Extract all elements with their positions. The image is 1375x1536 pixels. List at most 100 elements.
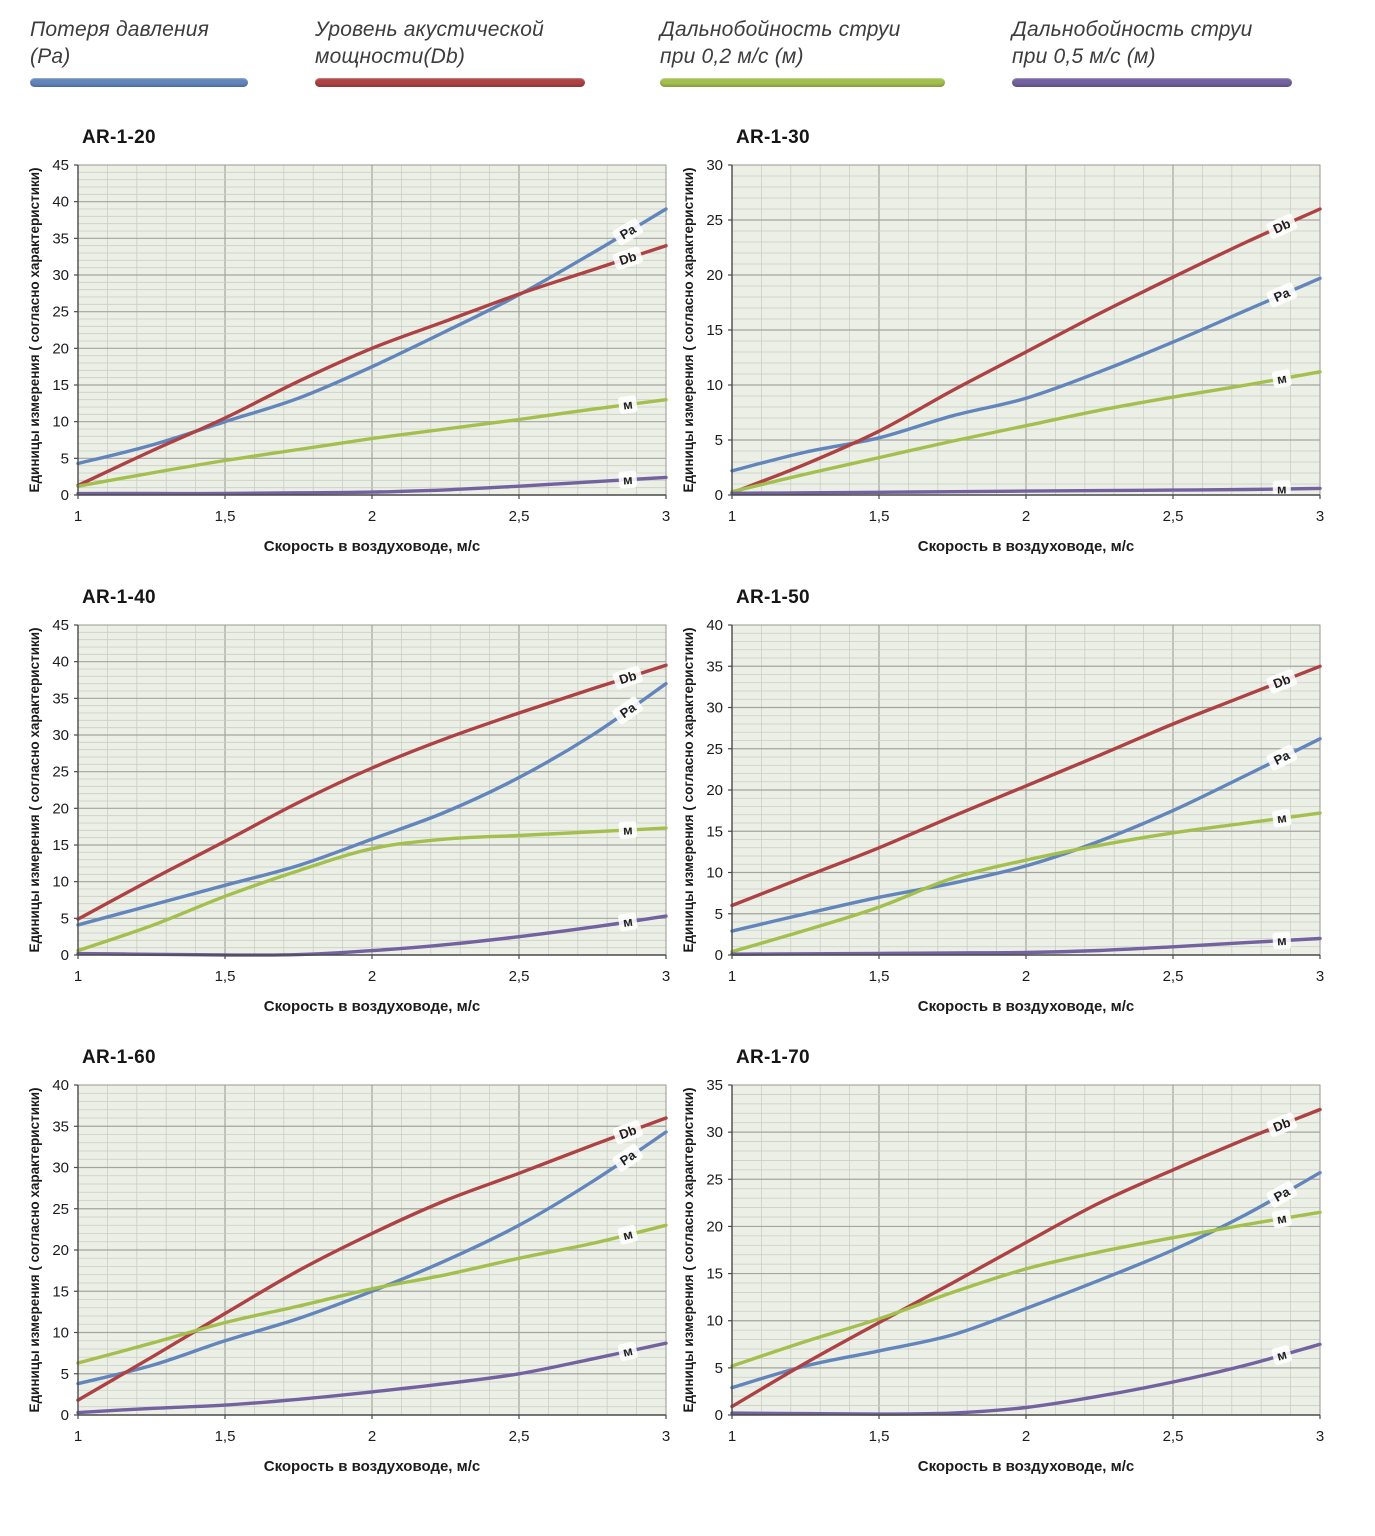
svg-text:м: м — [622, 397, 633, 413]
y-tick-label: 0 — [715, 947, 723, 964]
y-tick-label: 25 — [706, 741, 723, 758]
svg-text:м: м — [623, 822, 633, 837]
y-tick-label: 10 — [706, 377, 723, 394]
curve-м — [76, 826, 668, 953]
svg-text:Pa: Pa — [617, 221, 639, 242]
curve-м — [730, 370, 1322, 494]
y-tick-label: 30 — [706, 1124, 723, 1141]
svg-text:Db: Db — [1271, 671, 1293, 691]
x-tick-label: 2 — [1022, 508, 1030, 525]
curve-label-db: Db — [1266, 213, 1298, 239]
y-tick-label: 10 — [706, 865, 723, 882]
svg-text:м: м — [1277, 481, 1287, 496]
x-tick-label: 1 — [74, 968, 82, 985]
svg-text:Pa: Pa — [1272, 285, 1293, 305]
y-tick-label: 40 — [706, 617, 723, 634]
y-tick-label: 20 — [706, 782, 723, 799]
x-axis-title: Скорость в воздуховоде, м/с — [264, 1458, 481, 1475]
y-tick-label: 15 — [706, 322, 723, 339]
x-axis-title: Скорость в воздуховоде, м/с — [918, 998, 1135, 1015]
chart-title-ar-1-70: AR-1-70 — [736, 1047, 810, 1068]
curve-label-db: Db — [612, 246, 643, 270]
x-tick-label: 3 — [662, 508, 670, 525]
curve-label-м: м — [1272, 480, 1291, 498]
y-tick-label: 0 — [715, 487, 723, 504]
y-tick-label: 5 — [715, 432, 723, 449]
svg-text:м: м — [622, 1343, 635, 1360]
y-tick-label: 35 — [706, 1077, 723, 1094]
y-tick-label: 5 — [61, 1366, 69, 1383]
x-tick-label: 1,5 — [869, 1428, 890, 1445]
curve-label-db: Db — [612, 1120, 644, 1145]
y-tick-label: 5 — [715, 906, 723, 923]
x-tick-label: 1,5 — [215, 968, 236, 985]
curve-label-pa: Pa — [612, 218, 644, 246]
curve-м — [730, 811, 1322, 954]
x-axis-title: Скорость в воздуховоде, м/с — [264, 538, 481, 555]
y-tick-label: 10 — [52, 874, 69, 891]
x-tick-label: 2,5 — [509, 968, 530, 985]
y-tick-label: 40 — [52, 654, 69, 671]
y-tick-label: 35 — [52, 1118, 69, 1135]
x-tick-label: 1,5 — [869, 968, 890, 985]
svg-text:м: м — [621, 1226, 634, 1243]
curve-label-м: м — [617, 1341, 638, 1362]
curve-label-db: Db — [1266, 669, 1298, 694]
x-tick-label: 2 — [368, 1428, 376, 1445]
y-axis-title: Единицы измерения ( согласно характерист… — [682, 1087, 696, 1412]
legend-label-pressure-loss: Потеря давления (Pa) — [30, 18, 210, 69]
curve-label-pa: Pa — [1266, 1181, 1298, 1208]
svg-text:Pa: Pa — [1271, 1183, 1293, 1204]
x-tick-label: 2,5 — [1163, 508, 1184, 525]
curve-label-м: м — [618, 821, 638, 839]
curve-label-pa: Pa — [612, 696, 643, 725]
chart-ar-1-30: AR-1-30 Pa Db м м 0 5 10 15 20 25 30 1 1,5 2 2,5 3 Скоро… — [682, 127, 1332, 575]
chart-title-ar-1-20: AR-1-20 — [82, 127, 156, 148]
y-axis-title: Единицы измерения ( согласно характерист… — [28, 627, 42, 952]
svg-text:Db: Db — [617, 1122, 639, 1142]
svg-text:Pa: Pa — [1271, 747, 1293, 768]
svg-text:м: м — [1276, 810, 1288, 826]
curve-label-м: м — [1271, 1209, 1292, 1229]
chart-ar-1-40: AR-1-40 Pa Db м м 0 5 10 15 20 25 30 35 40 45 1 1,5 2 2,5… — [28, 587, 678, 1035]
curve-label-db: Db — [1266, 1112, 1298, 1137]
x-tick-label: 1,5 — [215, 1428, 236, 1445]
x-tick-label: 1 — [728, 508, 736, 525]
curve-db — [730, 664, 1322, 908]
y-tick-label: 45 — [52, 617, 69, 634]
y-tick-label: 25 — [52, 764, 69, 781]
curve-м — [730, 936, 1322, 956]
legend-item-jet-range-02: Дальнобойность струи при 0,2 м/с (м) — [660, 16, 1012, 87]
x-tick-label: 2 — [368, 508, 376, 525]
curve-м — [730, 1210, 1322, 1368]
x-tick-label: 2,5 — [1163, 1428, 1184, 1445]
chart-plot-ar-1-20: Pa Db м м 0 5 10 15 20 25 30 35 40 45 1 1,5 2 2,5 3 Скорост… — [28, 157, 670, 555]
x-tick-label: 1 — [728, 968, 736, 985]
y-tick-label: 10 — [52, 1325, 69, 1342]
curve-м — [76, 475, 668, 496]
chart-ar-1-60: AR-1-60 Pa Db м м 0 5 10 15 20 25 30 35 40 1 1,5 2 2,5 3 С… — [28, 1047, 678, 1495]
y-tick-label: 25 — [52, 304, 69, 321]
curve-label-pa: Pa — [612, 1144, 643, 1172]
y-tick-label: 30 — [706, 157, 723, 174]
x-tick-label: 3 — [1316, 1428, 1324, 1445]
legend-item-acoustic-power: Уровень акустической мощности(Db) — [315, 16, 660, 87]
y-axis-title: Единицы измерения ( согласно характерист… — [682, 627, 696, 952]
x-tick-label: 2,5 — [509, 1428, 530, 1445]
y-tick-label: 5 — [61, 910, 69, 927]
chart-plot-ar-1-30: Pa Db м м 0 5 10 15 20 25 30 1 1,5 2 2,5 3 Скорость в во… — [682, 157, 1324, 555]
chart-ar-1-50: AR-1-50 Pa Db м м 0 5 10 15 20 25 30 35 40 1 1,5 2 2,5 3 С… — [682, 587, 1332, 1035]
x-axis-title: Скорость в воздуховоде, м/с — [918, 1458, 1135, 1475]
x-tick-label: 1 — [74, 1428, 82, 1445]
y-tick-label: 40 — [52, 194, 69, 211]
x-tick-label: 3 — [1316, 508, 1324, 525]
curve-label-м: м — [618, 912, 638, 932]
curve-pa — [730, 737, 1322, 933]
chart-plot-ar-1-50: Pa Db м м 0 5 10 15 20 25 30 35 40 1 1,5 2 2,5 3 Скорость … — [682, 617, 1324, 1015]
curve-м — [730, 486, 1322, 496]
svg-text:м: м — [622, 914, 634, 930]
y-tick-label: 35 — [706, 658, 723, 675]
curve-db — [76, 1116, 668, 1402]
legend-item-jet-range-05: Дальнобойность струи при 0,5 м/с (м) — [1012, 16, 1312, 87]
